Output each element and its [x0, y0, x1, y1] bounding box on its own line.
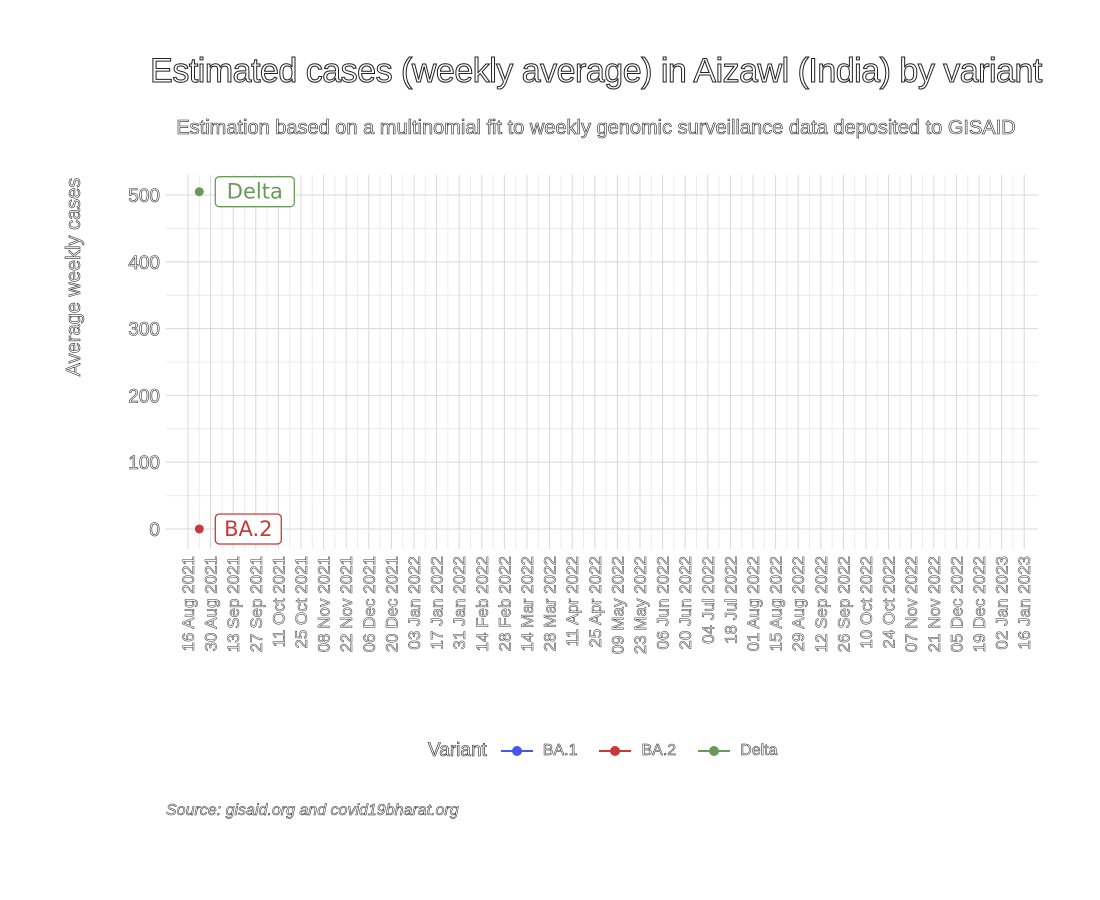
x-tick-label: 31 Jan 2022 [450, 556, 469, 650]
data-point-delta [194, 187, 204, 197]
x-tick-label: 06 Jun 2022 [654, 556, 673, 650]
point-label-delta: Delta [227, 180, 283, 204]
x-tick-label: 21 Nov 2022 [925, 556, 944, 652]
x-tick-label: 03 Jan 2022 [405, 556, 424, 650]
x-tick-label: 30 Aug 2021 [202, 556, 221, 651]
legend: Variant BA.1 BA.2 Delta [428, 740, 800, 762]
x-tick-label: 24 Oct 2022 [880, 556, 899, 649]
y-tick-label: 500 [128, 186, 160, 207]
x-tick-label: 28 Feb 2022 [495, 556, 514, 651]
x-tick-label: 29 Aug 2022 [789, 556, 808, 651]
x-tick-label: 07 Nov 2022 [902, 556, 921, 652]
legend-key-ba2 [599, 744, 632, 758]
x-tick-label: 17 Jan 2022 [428, 556, 447, 650]
x-tick-label: 09 May 2022 [608, 556, 627, 654]
x-tick-label: 05 Dec 2022 [947, 556, 966, 652]
point-label-ba2: BA.2 [224, 517, 272, 541]
x-tick-label: 23 May 2022 [631, 556, 650, 654]
legend-label-delta: Delta [740, 742, 778, 760]
x-tick-label: 22 Nov 2021 [337, 556, 356, 652]
legend-item-ba2: BA.2 [599, 742, 676, 760]
point-label-box [214, 176, 295, 208]
y-tick-label: 100 [128, 453, 160, 474]
legend-label-ba2: BA.2 [641, 742, 677, 760]
x-tick-label: 27 Sep 2021 [247, 556, 266, 652]
legend-item-ba1: BA.1 [500, 742, 578, 760]
x-tick-label: 01 Aug 2022 [744, 556, 763, 651]
x-tick-label: 04 Jul 2022 [699, 556, 718, 644]
x-tick-label: 28 Mar 2022 [541, 556, 560, 651]
x-tick-label: 11 Apr 2022 [563, 556, 582, 646]
x-tick-label: 18 Jul 2022 [721, 556, 740, 644]
legend-key-delta [698, 744, 731, 758]
source-caption: Source: gisaid.org and covid19bharat.org [166, 802, 459, 820]
x-tick-label: 19 Dec 2022 [970, 556, 989, 652]
x-tick-label: 13 Sep 2021 [224, 556, 243, 652]
x-tick-label: 15 Aug 2022 [767, 556, 786, 651]
x-tick-label: 20 Dec 2021 [382, 556, 401, 652]
x-tick-label: 14 Mar 2022 [518, 556, 537, 651]
x-tick-label: 25 Apr 2022 [586, 556, 605, 648]
chart-subtitle: Estimation based on a multinomial fit to… [176, 117, 1016, 140]
x-tick-label: 10 Oct 2022 [857, 556, 876, 649]
y-tick-label: 300 [128, 320, 160, 341]
x-tick-label: 20 Jun 2022 [676, 556, 695, 650]
x-tick-label: 25 Oct 2021 [292, 556, 311, 649]
legend-title: Variant [428, 740, 487, 762]
y-tick-label: 200 [128, 386, 160, 407]
x-tick-label: 08 Nov 2021 [315, 556, 334, 652]
x-tick-label: 26 Sep 2022 [834, 556, 853, 652]
x-tick-label: 06 Dec 2021 [360, 556, 379, 652]
x-tick-label: 16 Aug 2021 [179, 556, 198, 651]
x-tick-label: 02 Jan 2023 [993, 556, 1012, 650]
x-tick-label: 16 Jan 2023 [1015, 556, 1034, 650]
x-tick-label: 14 Feb 2022 [473, 556, 492, 651]
y-tick-label: 0 [149, 520, 160, 541]
legend-key-ba1 [500, 744, 533, 758]
y-tick-label: 400 [128, 253, 160, 274]
x-tick-label: 12 Sep 2022 [812, 556, 831, 652]
data-point-ba2 [194, 524, 204, 534]
x-tick-label: 11 Oct 2021 [269, 556, 288, 647]
point-label-box [214, 513, 282, 545]
legend-item-delta: Delta [698, 742, 778, 760]
y-axis-label: Average weekly cases [63, 178, 85, 377]
chart-title: Estimated cases (weekly average) in Aiza… [150, 52, 1043, 91]
legend-label-ba1: BA.1 [542, 742, 578, 760]
